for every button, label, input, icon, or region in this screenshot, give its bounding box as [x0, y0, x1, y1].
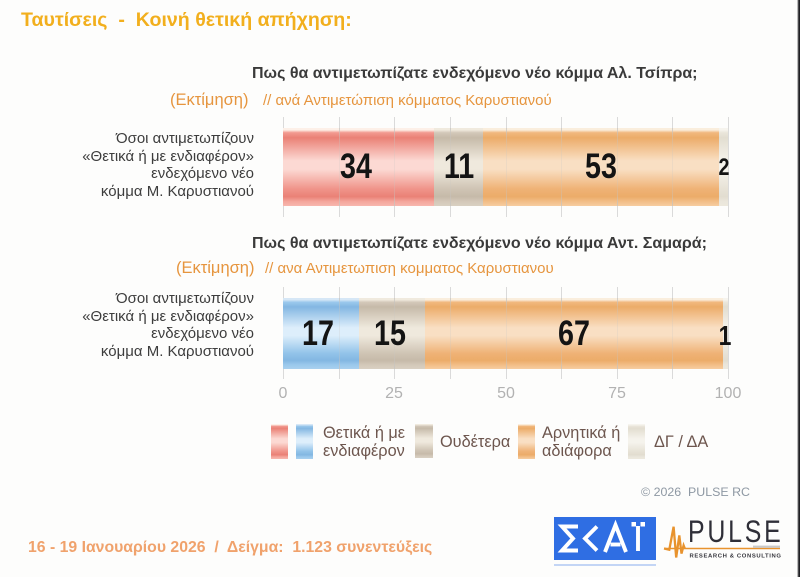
svg-text:RESEARCH & CONSULTING: RESEARCH & CONSULTING: [690, 554, 782, 560]
